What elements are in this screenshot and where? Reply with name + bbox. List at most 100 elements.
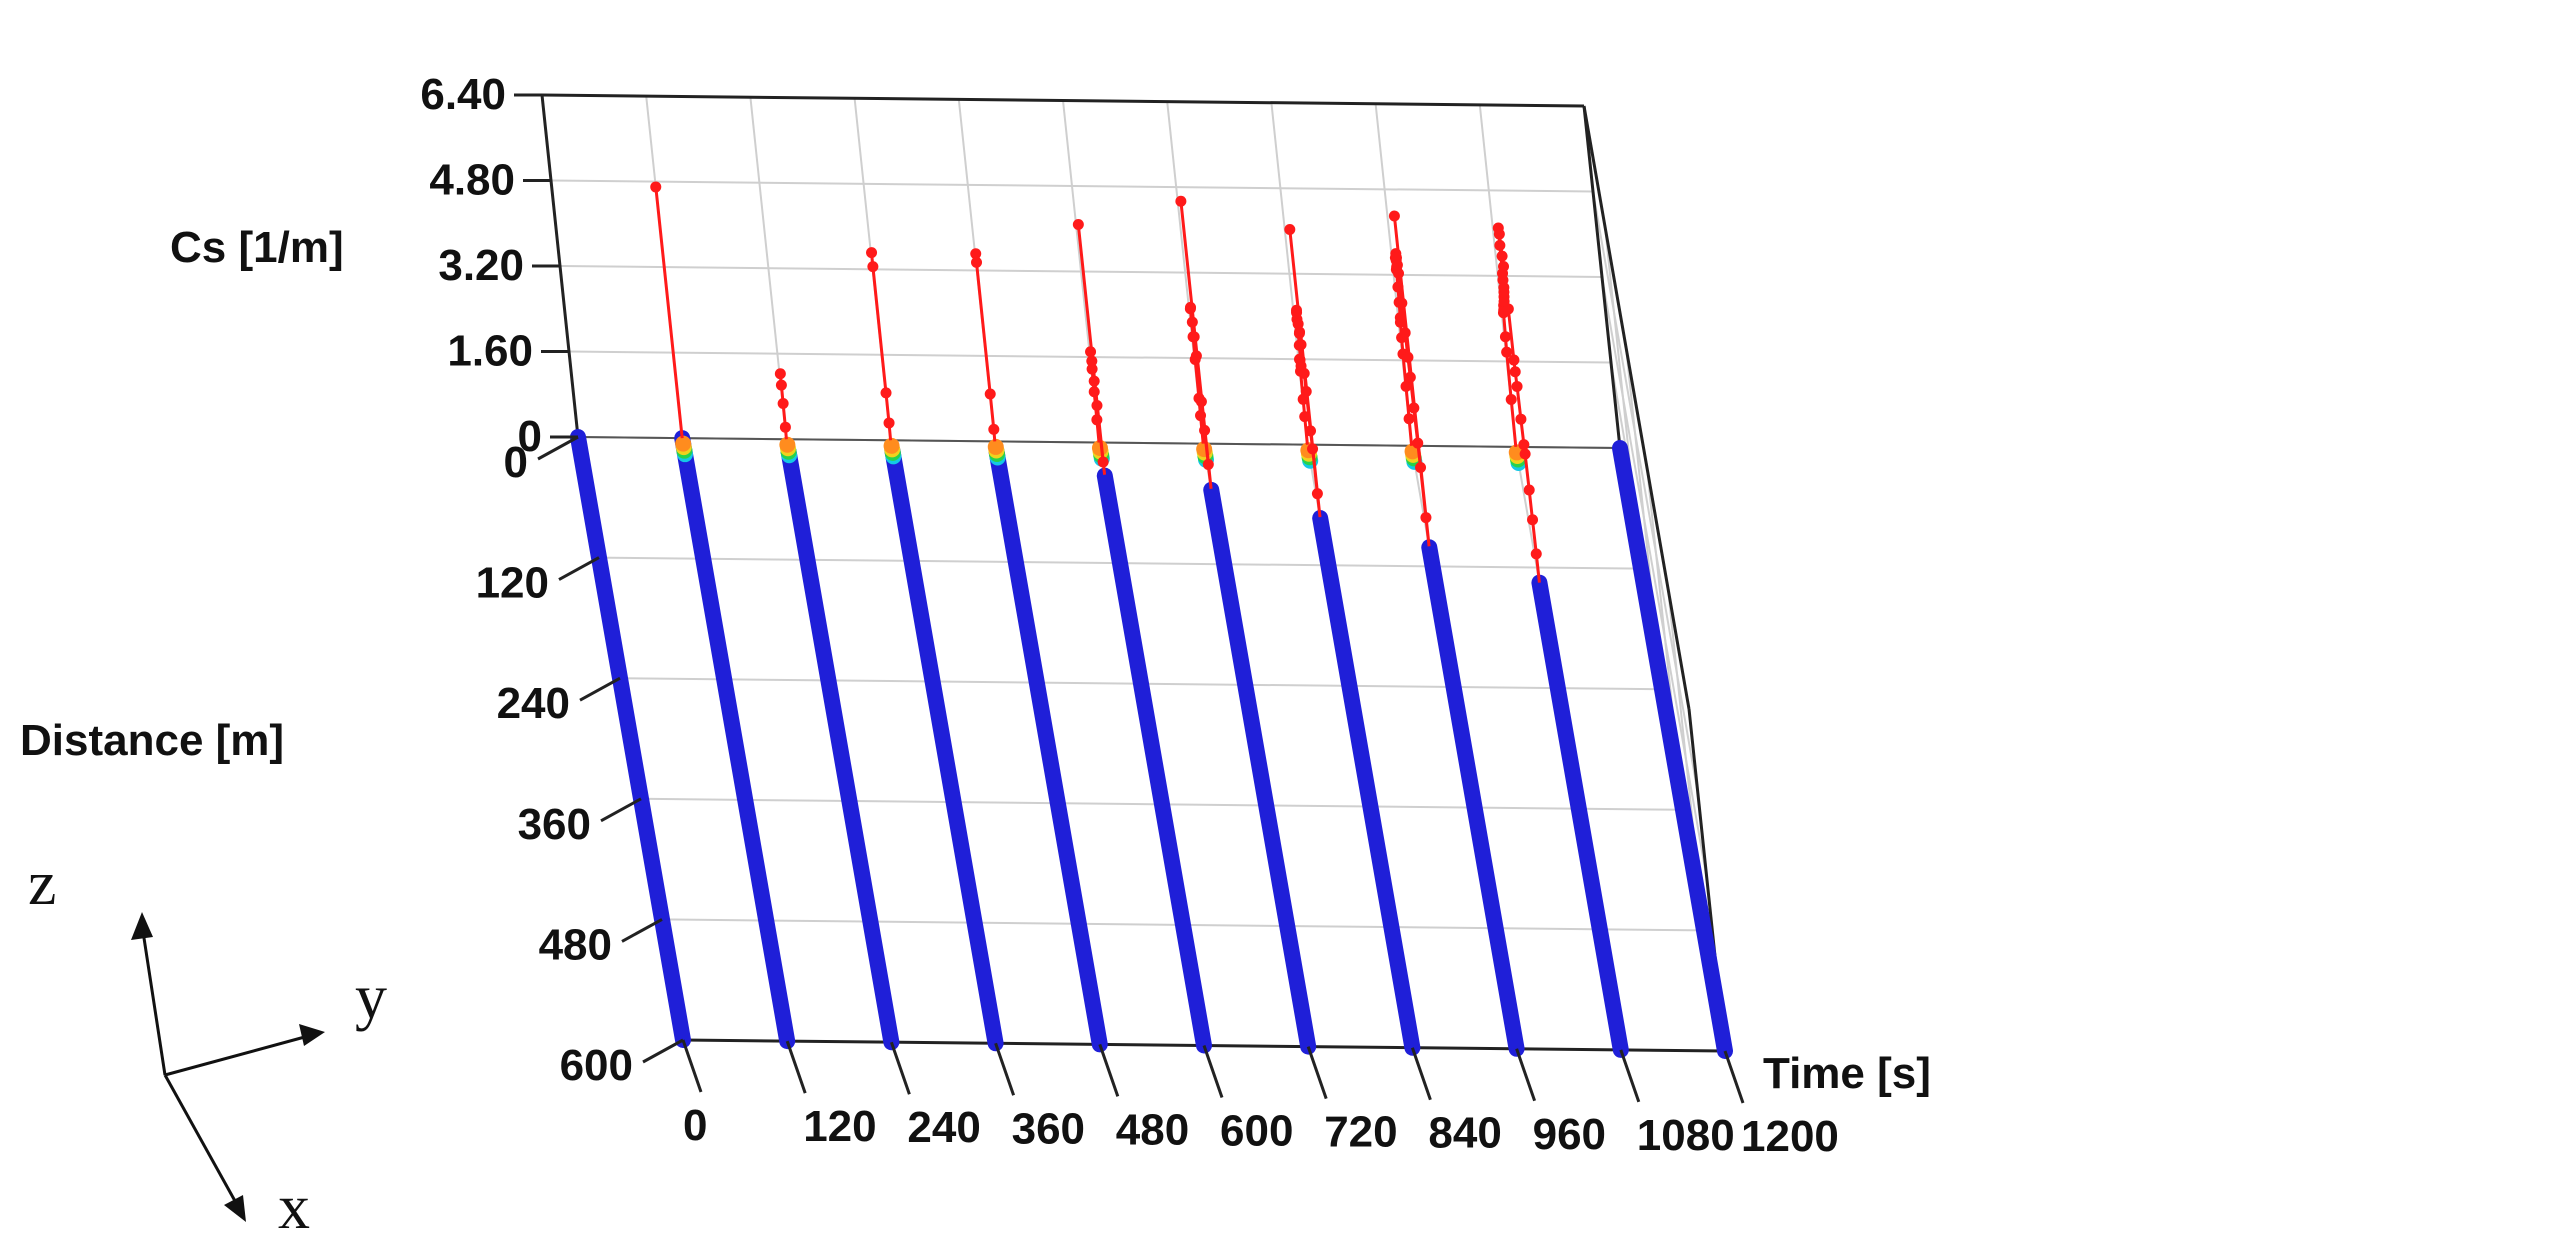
series-point [1086,363,1098,375]
series-point [1515,413,1527,425]
series-point [1519,448,1531,460]
series-point [880,387,892,399]
series-baseline [674,430,796,1050]
series-point [1499,331,1511,343]
distance-tick-mark [579,676,621,702]
series-point [988,423,1000,435]
series-point [1508,354,1520,366]
time-tick-label: 600 [1220,1107,1293,1156]
series-point [1498,281,1510,293]
series-layer [570,181,1733,1059]
frame-edge [541,93,1585,108]
series-point [1311,488,1323,500]
axis-frame [540,93,1727,1053]
series-transition-marker [1091,440,1108,457]
time-tick-label: 480 [1116,1105,1189,1154]
series-point [1072,219,1084,231]
series-840 [1284,224,1421,1056]
series-point [1299,411,1311,423]
series-point [984,388,996,400]
time-tick-mark [889,1041,911,1095]
distance-tick-label: 0 [504,438,528,487]
series-point [1498,261,1510,273]
series-point [1493,228,1505,240]
tick-layer: 0 120 240 360 480 600 720 840 960 1080 1200 0 120 240… [420,70,1839,1161]
series-point [1186,316,1198,328]
series-1080 [1492,222,1629,1058]
series-point [883,417,895,429]
grid-layer [541,94,1726,1052]
series-transition-marker [779,436,796,453]
series-600 [1072,219,1212,1054]
time-tick-mark [1202,1045,1224,1098]
series-point [1091,414,1103,426]
series-point [1392,281,1404,293]
series-baseline [780,443,900,1051]
series-point [1307,443,1319,455]
frame-edge [1582,105,1622,449]
distance-tick-mark [558,556,600,581]
series-transition-marker [987,438,1004,455]
cs-tick-label: 3.20 [438,241,524,290]
triad-x-arrow [163,1074,242,1211]
series-point [970,248,982,260]
back-wall-gridline [550,179,1594,193]
time-tick-label: 720 [1324,1108,1397,1157]
triad-x-arrowhead [224,1195,246,1222]
cs-tick-label: 0 [518,412,542,461]
time-tick-mark [994,1042,1016,1096]
series-point [1399,327,1411,339]
series-baseline [1612,440,1733,1059]
series-point [1511,380,1523,392]
distance-tick-label: 480 [539,920,612,969]
series-point [775,379,787,391]
series-baseline [1203,481,1317,1055]
series-point [1300,385,1312,397]
series-point [867,261,879,273]
series-baseline [1421,539,1525,1057]
series-point [1175,195,1187,207]
time-tick-label: 120 [803,1102,876,1151]
time-tick-label: 1200 [1741,1112,1839,1161]
series-point [1402,351,1414,363]
series-0 [570,429,691,1048]
time-tick-label: 360 [1012,1104,1085,1153]
series-point [1291,304,1302,316]
cs-tick-label: 6.40 [420,70,506,119]
time-tick-mark [1515,1048,1537,1102]
series-baseline [1312,510,1421,1056]
series-point [777,397,789,409]
time-axis-title: Time [s] [1763,1049,1931,1098]
series-point [1195,396,1207,408]
series-profile-line [654,186,684,439]
distance-tick-mark [642,1038,684,1064]
distance-tick-mark [537,435,579,461]
series-baseline [1096,467,1212,1054]
series-point [1496,250,1508,262]
series-baseline [884,442,1004,1052]
side-wall-gridline [1592,191,1699,795]
series-point [1505,393,1517,405]
triad-y-arrowhead [299,1024,325,1046]
time-tick-mark [1619,1049,1641,1103]
series-transition-marker [1196,441,1213,458]
time-tick-mark [1098,1043,1120,1097]
series-point [1294,326,1306,338]
series-point [1195,410,1207,422]
series-point [1393,267,1404,279]
time-tick-mark [1306,1046,1328,1100]
series-480 [970,248,1108,1053]
triad-z-label: z [28,847,56,918]
series-profile-line [1179,201,1213,489]
distance-tick-label: 240 [497,679,570,728]
series-point [1091,400,1103,412]
series-point [1404,371,1416,383]
series-point [1501,346,1513,358]
cs-tick-label: 4.80 [429,156,515,205]
series-point [1284,224,1296,236]
series-point [1199,424,1211,436]
series-point [1509,366,1521,378]
series-point [1403,413,1415,425]
series-point [1408,402,1420,414]
